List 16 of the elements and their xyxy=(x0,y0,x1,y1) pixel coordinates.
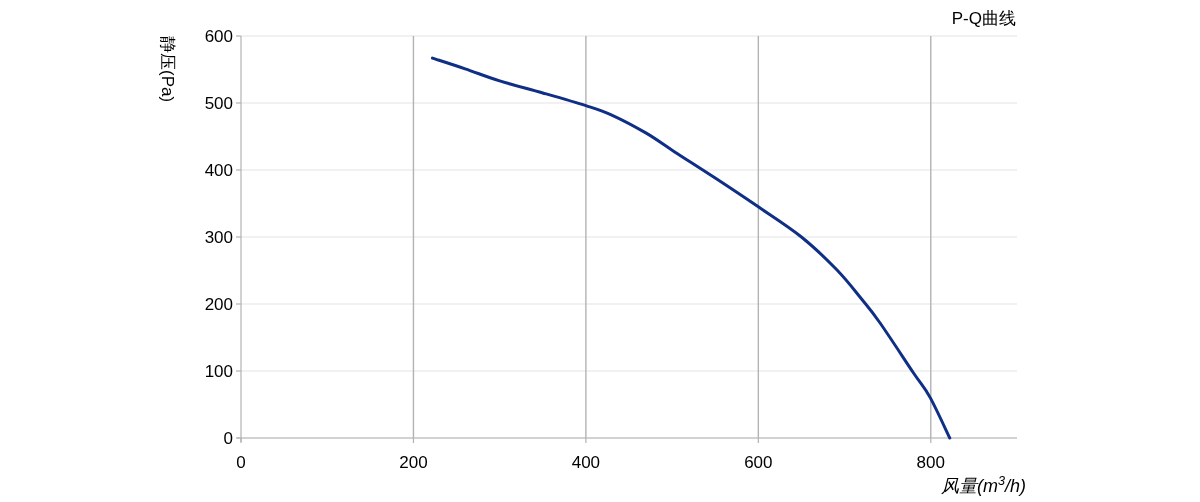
y-axis-title: 静压(Pa) xyxy=(158,36,177,103)
y-tick-label: 600 xyxy=(204,27,233,46)
y-tick-label: 0 xyxy=(223,429,233,448)
x-tick-label: 800 xyxy=(916,453,945,472)
y-tick-label: 300 xyxy=(204,228,233,247)
x-axis-title: 风量(m$^{3}$/h) xyxy=(940,474,1026,496)
x-tick-label: 200 xyxy=(399,453,428,472)
x-tick-label: 400 xyxy=(571,453,601,472)
y-tick-label: 100 xyxy=(204,362,233,381)
x-tick-label: 0 xyxy=(236,453,246,472)
y-tick-label: 400 xyxy=(204,161,233,180)
y-tick-label: 500 xyxy=(204,94,233,113)
x-tick-label: 600 xyxy=(744,453,773,472)
chart-title: P-Q曲线 xyxy=(951,9,1016,28)
line-series xyxy=(430,56,952,440)
y-tick-label: 200 xyxy=(204,295,233,314)
